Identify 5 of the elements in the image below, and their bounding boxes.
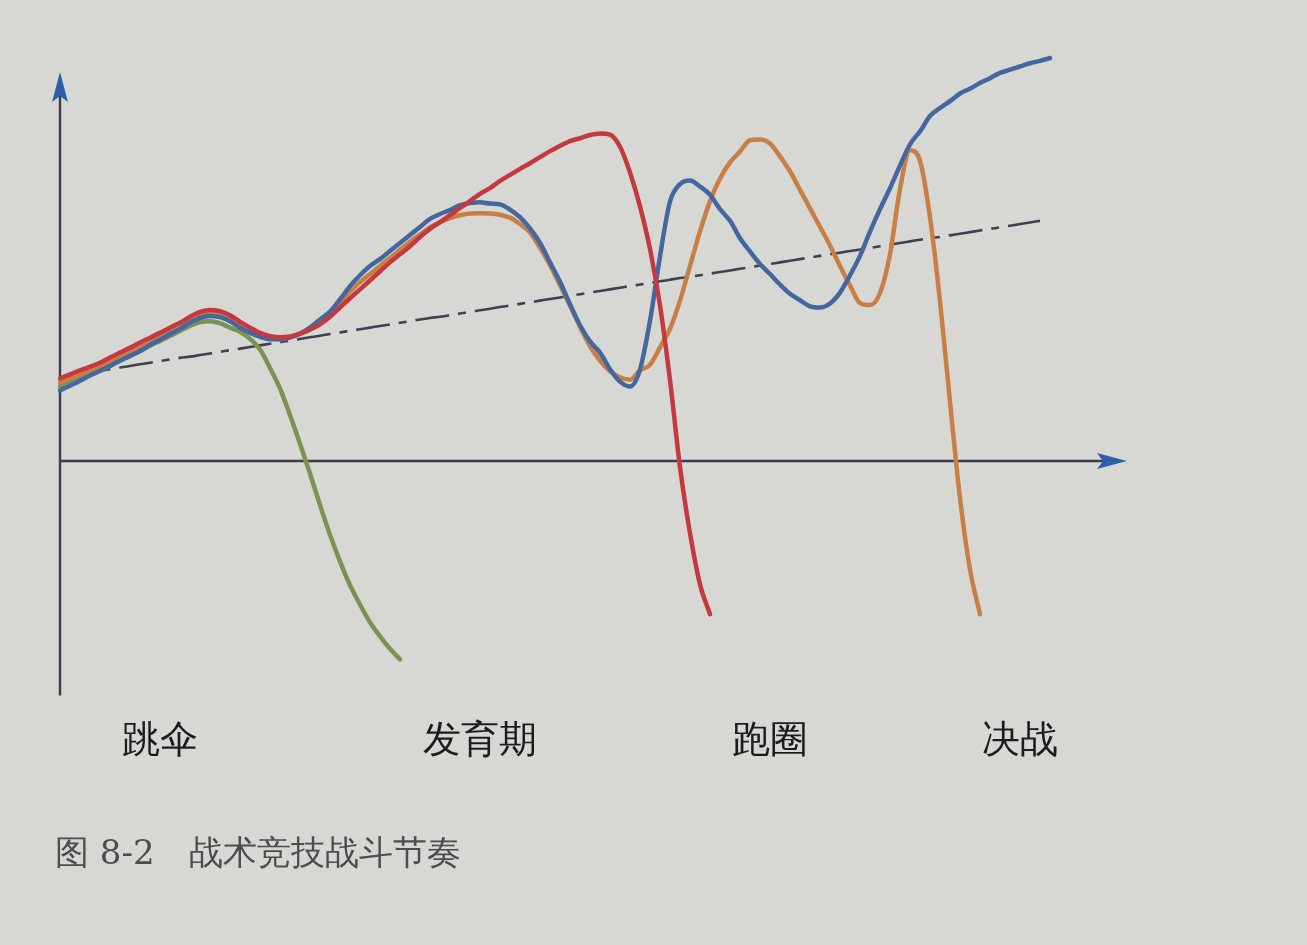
x-tick-label: 跳伞 bbox=[122, 717, 198, 762]
x-tick-label: 发育期 bbox=[423, 717, 537, 762]
caption: 图 8-2 战术竞技战斗节奏 bbox=[55, 831, 461, 874]
x-tick-label: 跑圈 bbox=[732, 717, 808, 762]
x-tick-label: 决战 bbox=[982, 717, 1058, 762]
